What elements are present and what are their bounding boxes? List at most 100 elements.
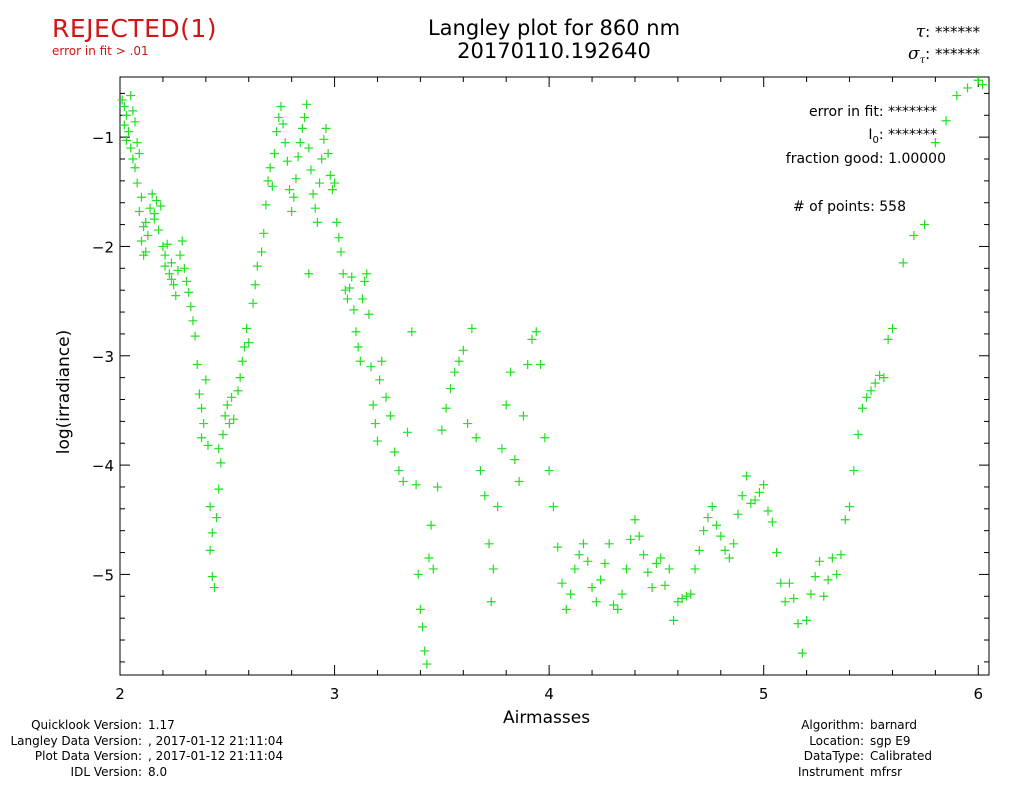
data-point [716, 531, 726, 541]
fraction-good-value: 1.00000 [888, 151, 946, 167]
data-point [126, 91, 136, 101]
data-point [540, 433, 550, 443]
data-point [488, 564, 498, 574]
data-point [750, 495, 760, 505]
data-point [677, 593, 687, 603]
data-point [201, 375, 211, 385]
data-point [480, 491, 490, 501]
data-point [128, 154, 138, 164]
data-point [302, 99, 312, 109]
idl-version-label: IDL Version: [70, 764, 142, 779]
y-tick-label: −4 [92, 457, 114, 475]
langley-data-version-value: , 2017-01-12 21:11:04 [148, 733, 284, 748]
data-point [870, 378, 880, 388]
data-point [280, 138, 290, 148]
idl-version-value: 8.0 [148, 764, 168, 779]
data-point [360, 276, 370, 286]
data-point [319, 134, 329, 144]
data-point [454, 356, 464, 366]
data-point [166, 258, 176, 268]
data-point [345, 283, 355, 293]
num-points-value: 558 [879, 199, 906, 215]
data-point [244, 338, 254, 348]
data-point [450, 367, 460, 377]
data-point [394, 466, 404, 476]
data-point [514, 476, 524, 486]
data-point [862, 392, 872, 402]
data-point [121, 135, 131, 145]
data-point [304, 269, 314, 279]
data-point [304, 143, 314, 153]
data-point [978, 80, 988, 90]
data-point [403, 427, 413, 437]
data-point [681, 591, 691, 601]
data-point [493, 502, 503, 512]
data-point [216, 458, 226, 468]
data-point [205, 545, 215, 555]
data-point [656, 553, 666, 563]
data-point [634, 531, 644, 541]
data-point [669, 615, 679, 625]
data-point [364, 309, 374, 319]
data-point [832, 569, 842, 579]
data-point [184, 287, 194, 297]
data-point [119, 120, 129, 130]
data-point [600, 558, 610, 568]
data-point [510, 455, 520, 465]
data-point [207, 572, 217, 582]
data-point [887, 323, 897, 333]
data-point [724, 553, 734, 563]
data-point [664, 564, 674, 574]
data-point [312, 217, 322, 227]
data-point [398, 476, 408, 486]
data-point [139, 250, 149, 260]
data-point [486, 597, 496, 607]
data-point [609, 600, 619, 610]
sigma-subscript: τ [919, 55, 926, 66]
data-point [308, 189, 318, 199]
data-point [160, 250, 170, 260]
data-point [261, 200, 271, 210]
data-point [291, 174, 301, 184]
data-point [418, 622, 428, 632]
data-point [372, 436, 382, 446]
data-point [233, 386, 243, 396]
y-tick-label: −3 [92, 348, 114, 366]
data-point [117, 95, 127, 105]
data-point [274, 112, 284, 122]
version-info: Quicklook Version: 1.17 Langley Data Ver… [0, 718, 283, 780]
data-point [250, 280, 260, 290]
data-point [523, 360, 533, 370]
data-point [578, 539, 588, 549]
error-in-fit-label: error in fit: [808, 104, 884, 120]
data-point [630, 515, 640, 525]
data-point [849, 466, 859, 476]
data-point [570, 564, 580, 574]
i0-value: ******* [888, 127, 937, 143]
data-point [471, 433, 481, 443]
data-point [227, 392, 237, 402]
y-tick-label: −5 [92, 566, 114, 584]
data-point [651, 558, 661, 568]
data-point [332, 217, 342, 227]
data-point [463, 419, 473, 429]
data-point [175, 250, 185, 260]
data-point [377, 356, 387, 366]
data-point [267, 181, 277, 191]
data-point [428, 564, 438, 574]
data-point [814, 556, 824, 566]
data-point [879, 373, 889, 383]
data-point [441, 403, 451, 413]
data-point [802, 615, 812, 625]
data-point [293, 152, 303, 162]
data-point [136, 236, 146, 246]
data-point [336, 247, 346, 257]
footer-row: Plot Data Version: , 2017-01-12 21:11:04 [0, 749, 283, 765]
data-point [315, 178, 325, 188]
data-point [548, 502, 558, 512]
data-point [643, 567, 653, 577]
data-point [173, 266, 183, 276]
data-point [458, 345, 468, 355]
data-point [272, 127, 282, 137]
